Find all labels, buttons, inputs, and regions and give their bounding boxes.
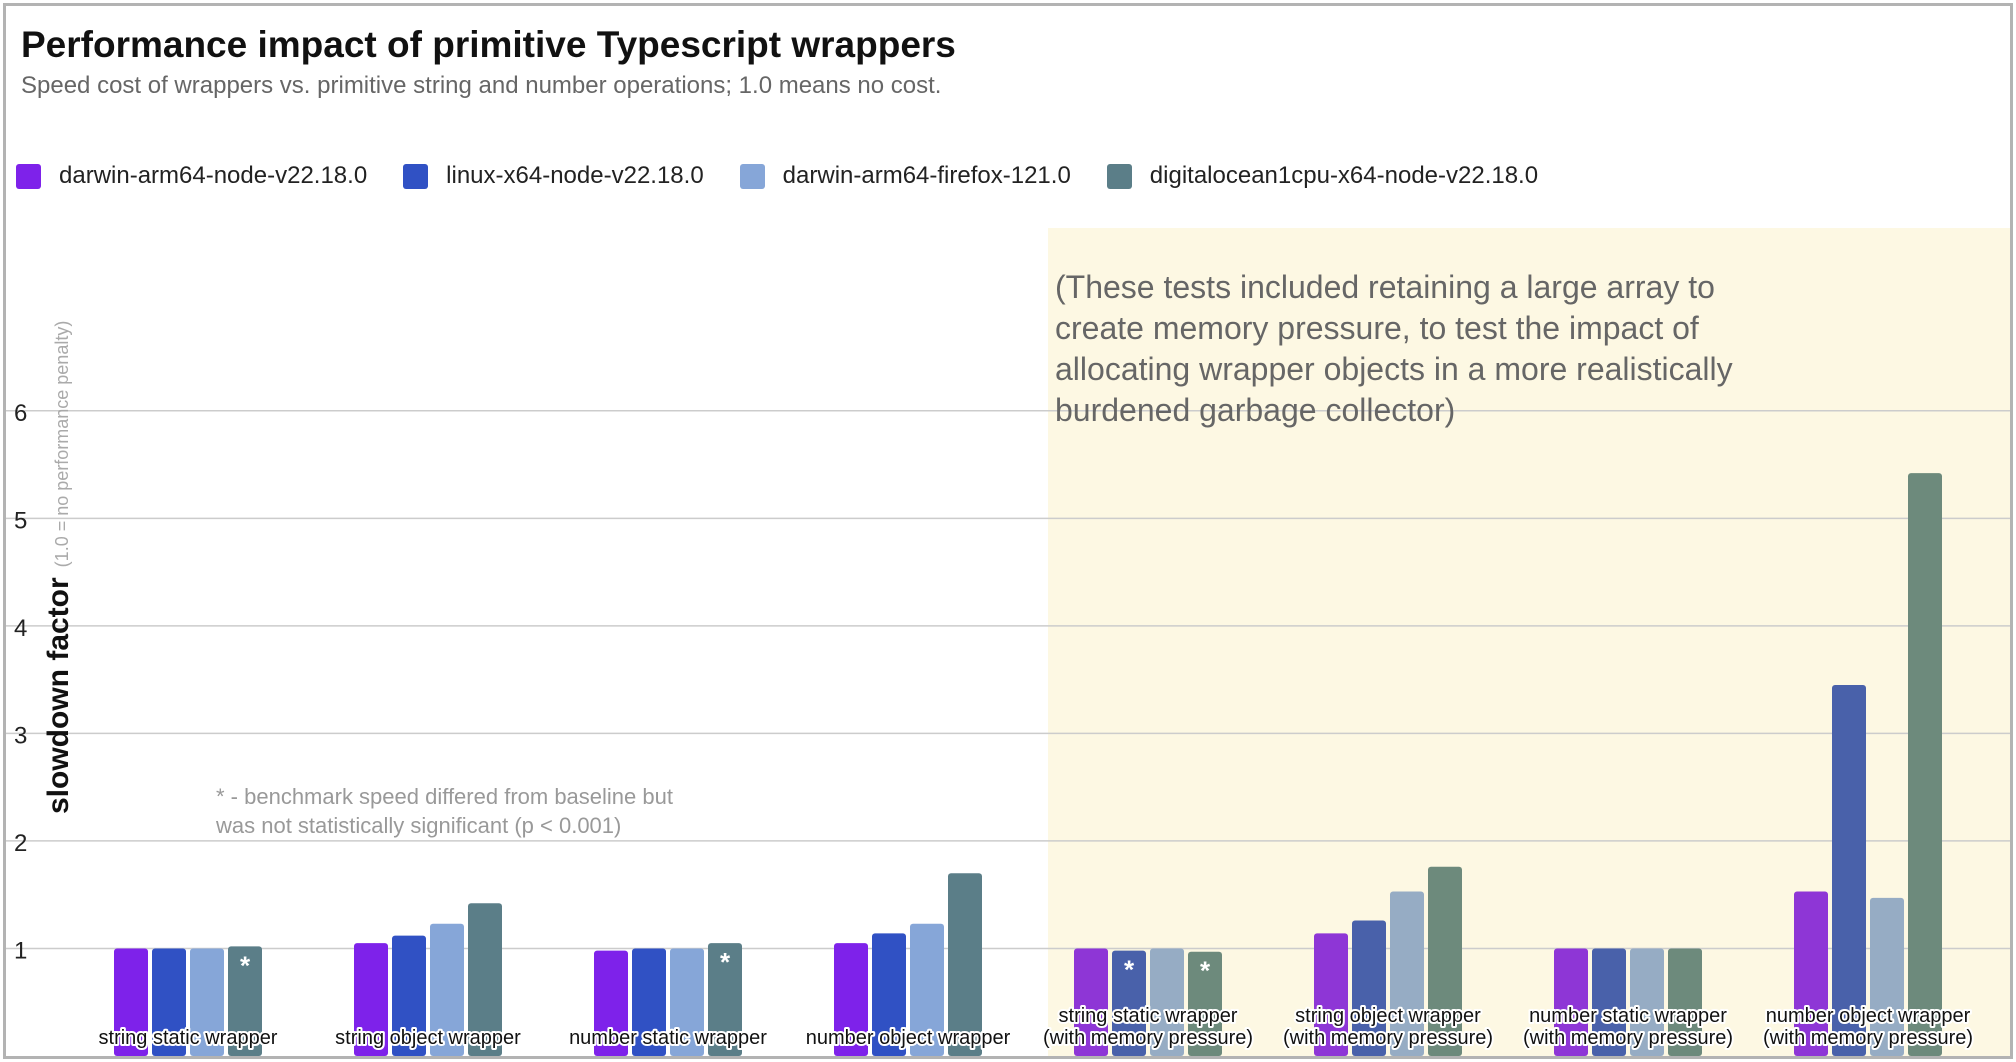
category-label: (with memory pressure): [1043, 1027, 1253, 1049]
category-label: string static wrapper: [1059, 1005, 1238, 1027]
significance-footnote: was not statistically significant (p < 0…: [215, 813, 621, 838]
bar: [1188, 951, 1222, 1056]
bar: [1074, 948, 1108, 1056]
category-label: string object wrapper: [335, 1027, 521, 1049]
bar: [834, 943, 868, 1056]
bar: [1428, 866, 1462, 1056]
bar: [632, 948, 666, 1056]
legend-entry-darwin-node: darwin-arm64-node-v22.18.0: [16, 162, 367, 190]
bar: [1390, 891, 1424, 1056]
memory-pressure-annotation: burdened garbage collector): [1055, 392, 1455, 428]
legend-entry-darwin-firefox: darwin-arm64-firefox-121.0: [739, 162, 1071, 190]
category-label: number object wrapper: [1766, 1005, 1971, 1027]
bar: [1554, 948, 1588, 1056]
category-label: (with memory pressure): [1283, 1027, 1493, 1049]
bar: [1908, 473, 1942, 1056]
y-axis-label-main: slowdown factor: [42, 577, 75, 814]
legend: darwin-arm64-node-v22.18.0 linux-x64-nod…: [16, 158, 1574, 194]
bar: [468, 903, 502, 1056]
bar: [1150, 948, 1184, 1056]
bar: [1630, 948, 1664, 1056]
bar: [430, 923, 464, 1056]
y-tick-label: 5: [14, 507, 27, 534]
y-tick-label: 4: [14, 615, 27, 642]
legend-swatch: [16, 163, 41, 189]
y-tick-label: 1: [14, 937, 27, 964]
legend-label: linux-x64-node-v22.18.0: [446, 162, 704, 189]
category-label: number static wrapper: [1529, 1005, 1727, 1027]
significance-footnote: * - benchmark speed differed from baseli…: [216, 784, 673, 809]
bar: [948, 873, 982, 1056]
y-tick-label: 3: [14, 722, 27, 749]
category-label: number object wrapper: [806, 1027, 1011, 1049]
category-label: string object wrapper: [1295, 1005, 1481, 1027]
legend-swatch: [1106, 163, 1132, 189]
bar: [1314, 933, 1348, 1056]
legend-entry-linux-node: linux-x64-node-v22.18.0: [403, 162, 704, 190]
bar: [872, 933, 906, 1056]
bar: [708, 943, 742, 1056]
not-significant-marker: *: [1200, 956, 1211, 986]
bar: [1352, 920, 1386, 1056]
category-label: number static wrapper: [569, 1027, 767, 1049]
legend-label: digitalocean1cpu-x64-node-v22.18.0: [1149, 162, 1539, 189]
memory-pressure-annotation: create memory pressure, to test the impa…: [1055, 310, 1699, 346]
chart-title: Performance impact of primitive Typescri…: [21, 24, 956, 65]
chart-frame: * * * * 1 2 3 4 5 6 string static wrapper string o…: [3, 3, 2013, 1059]
bar: [910, 923, 944, 1056]
bar: [1112, 950, 1146, 1056]
bar: [392, 935, 426, 1056]
chart-subtitle: Speed cost of wrappers vs. primitive str…: [21, 72, 942, 99]
legend-entry-digitalocean-node: digitalocean1cpu-x64-node-v22.18.0: [1106, 162, 1539, 190]
bar: [190, 948, 224, 1056]
legend-swatch: [403, 163, 429, 189]
memory-pressure-annotation: allocating wrapper objects in a more rea…: [1055, 351, 1733, 387]
memory-pressure-annotation: (These tests included retaining a large …: [1055, 269, 1715, 305]
category-label: string static wrapper: [99, 1027, 278, 1049]
y-axis-label-note: (1.0 = no performance penalty): [52, 321, 72, 568]
not-significant-marker: *: [720, 947, 731, 977]
bar: [1870, 897, 1904, 1056]
legend-label: darwin-arm64-firefox-121.0: [782, 162, 1071, 189]
not-significant-marker: *: [240, 950, 251, 980]
legend-label: darwin-arm64-node-v22.18.0: [59, 162, 368, 189]
bar: [152, 948, 186, 1056]
bar: [1832, 685, 1866, 1056]
bar: [1592, 948, 1626, 1056]
bar: [1794, 891, 1828, 1056]
bar: [228, 946, 262, 1056]
y-tick-label: 6: [14, 400, 27, 427]
bar: [670, 948, 704, 1056]
not-significant-marker: *: [1124, 955, 1135, 985]
bar: [594, 950, 628, 1056]
y-axis-label: slowdown factor (1.0 = no performance pen…: [42, 321, 75, 814]
bar: [114, 948, 148, 1056]
bar: [354, 943, 388, 1056]
y-tick-label: 2: [14, 830, 27, 857]
chart-plot: * * * * 1 2 3 4 5 6 string static wrapper string o…: [6, 228, 2010, 1056]
bar: [1668, 948, 1702, 1056]
y-axis-title: slowdown factor (1.0 = no performance pen…: [42, 321, 75, 814]
category-label: (with memory pressure): [1523, 1027, 1733, 1049]
legend-swatch: [739, 163, 765, 189]
category-label: (with memory pressure): [1763, 1027, 1973, 1049]
